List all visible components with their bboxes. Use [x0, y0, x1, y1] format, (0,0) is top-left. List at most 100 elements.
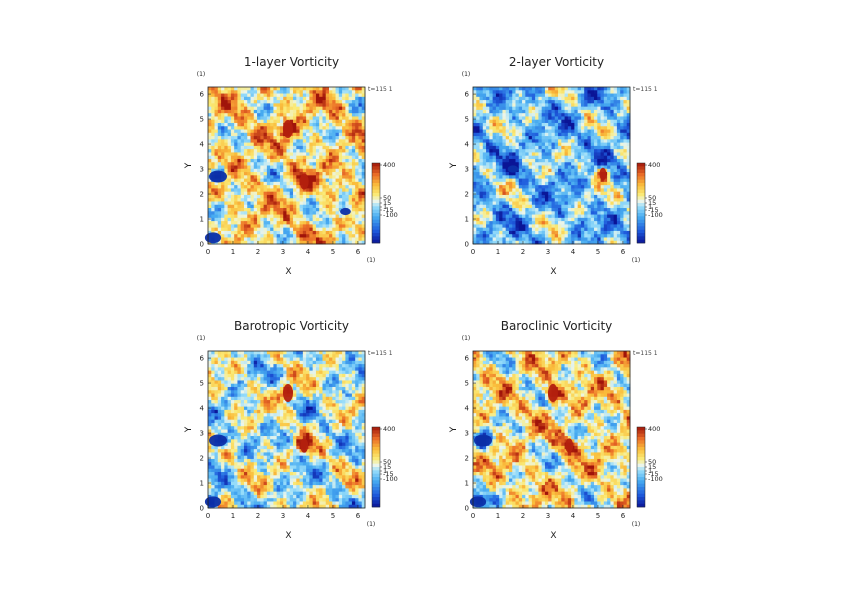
field-cell [338, 188, 343, 193]
field-cell [522, 139, 526, 143]
field-cell [512, 198, 516, 202]
field-cell [253, 116, 258, 121]
field-cell [250, 175, 255, 179]
field-cell [495, 172, 500, 176]
field-cell [211, 113, 215, 117]
field-cell [603, 208, 608, 212]
field-cell [623, 113, 628, 117]
field-cell [597, 237, 601, 242]
field-cell [541, 181, 546, 186]
field-cell [473, 113, 477, 117]
field-cell [492, 221, 497, 225]
field-cell [302, 122, 307, 127]
field-cell [348, 139, 353, 143]
field-cell [512, 175, 516, 179]
field-cell [332, 113, 336, 117]
field-cell [345, 106, 350, 111]
field-cell [626, 185, 631, 189]
field-cell [502, 181, 507, 186]
field-cell [597, 224, 601, 229]
field-cell [479, 145, 484, 150]
field-cell [247, 172, 251, 176]
field-cell [224, 221, 229, 225]
field-cell [309, 165, 314, 170]
field-cell [306, 93, 310, 98]
field-cell [561, 90, 565, 94]
field-cell [273, 152, 278, 157]
field-cell [499, 191, 503, 196]
field-cell [263, 142, 268, 147]
field-cell [505, 188, 510, 193]
field-cell [270, 136, 274, 140]
field-cell [512, 194, 516, 199]
field-cell [610, 168, 615, 173]
field-cell [348, 116, 353, 121]
field-cell [208, 221, 212, 225]
field-cell [296, 240, 300, 245]
field-cell [473, 185, 477, 189]
field-cell [247, 142, 251, 147]
field-cell [247, 224, 251, 229]
field-cell [508, 158, 513, 163]
field-cell [476, 162, 480, 166]
field-cell [217, 373, 222, 378]
field-cell [626, 208, 631, 212]
field-cell [482, 139, 487, 143]
field-cell [266, 168, 271, 173]
field-cell [538, 194, 543, 199]
field-cell [538, 152, 543, 157]
field-cell [273, 198, 278, 202]
field-cell [332, 149, 336, 153]
field-cell [338, 152, 343, 157]
field-cell [482, 87, 487, 91]
field-cell [577, 152, 582, 157]
field-cell [289, 181, 294, 186]
field-cell [253, 237, 258, 242]
field-cell [482, 93, 487, 98]
field-cell [217, 400, 222, 404]
field-cell [283, 145, 287, 150]
field-cell [260, 162, 264, 166]
field-cell [342, 136, 346, 140]
field-cell [508, 139, 513, 143]
colorbar-segment [372, 223, 380, 227]
field-cell [597, 155, 601, 160]
field-cell [338, 142, 343, 147]
field-cell [315, 214, 320, 219]
field-cell [584, 194, 588, 199]
field-cell [211, 165, 215, 170]
field-cell [531, 172, 536, 176]
field-cell [260, 191, 264, 196]
field-cell [263, 132, 268, 137]
field-cell [309, 119, 314, 124]
field-cell [558, 96, 562, 101]
field-cell [221, 149, 225, 153]
field-cell [276, 100, 281, 104]
field-cell [495, 119, 500, 124]
field-cell [266, 90, 271, 94]
field-cell [325, 90, 330, 94]
field-cell [564, 145, 569, 150]
field-cell [253, 227, 258, 232]
field-cell [227, 132, 232, 137]
field-cell [243, 198, 248, 202]
field-cell [610, 96, 615, 101]
field-cell [505, 191, 510, 196]
field-cell [508, 119, 513, 124]
field-cell [538, 237, 543, 242]
field-cell [626, 234, 631, 238]
field-cell [358, 234, 363, 238]
field-cell [571, 217, 575, 222]
field-cell [315, 191, 320, 196]
field-cell [492, 230, 497, 235]
field-cell [247, 191, 251, 196]
field-cell [329, 237, 333, 242]
field-cell [237, 136, 242, 140]
field-cell [279, 198, 284, 202]
field-cell [567, 100, 572, 104]
field-cell [620, 155, 624, 160]
field-cell [502, 87, 507, 91]
field-cell [276, 126, 281, 130]
field-cell [512, 139, 516, 143]
field-cell [603, 87, 608, 91]
